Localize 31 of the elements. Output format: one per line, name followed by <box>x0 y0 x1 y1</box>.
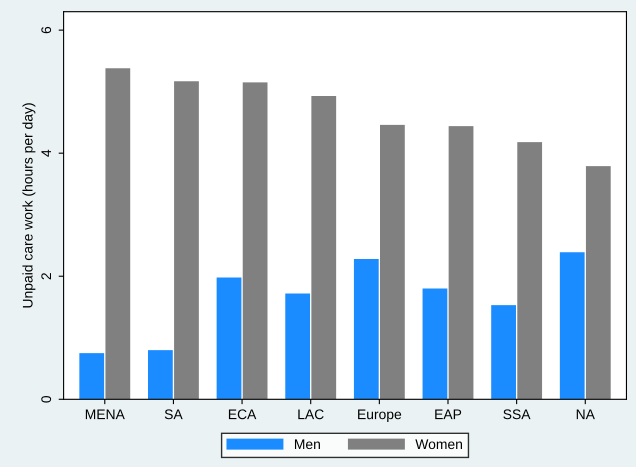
x-tick-label: Europe <box>358 410 402 422</box>
x-tick-label: SA <box>164 409 183 420</box>
y-tick-label: 2 <box>41 273 51 280</box>
bar <box>586 166 611 400</box>
bar <box>105 68 130 400</box>
bar <box>422 288 448 400</box>
y-axis-title: Unpaid care work (hours per day) <box>22 103 36 308</box>
x-tick-label: MENA <box>86 410 125 420</box>
y-tick-label: 4 <box>41 150 51 157</box>
x-tick-label: ECA <box>228 409 256 420</box>
bar <box>380 124 405 400</box>
bar <box>216 277 242 400</box>
bar <box>174 81 199 400</box>
legend-label: Women <box>415 439 462 450</box>
x-tick-label: NA <box>576 410 595 420</box>
x-tick-label: EAP <box>435 410 462 420</box>
bar <box>79 353 104 400</box>
bar <box>517 142 542 400</box>
legend-label: Men <box>294 439 320 450</box>
bar <box>311 96 336 400</box>
x-tick-label: LAC <box>298 409 324 420</box>
bar <box>148 350 173 400</box>
bar <box>448 126 474 400</box>
bar <box>242 82 268 400</box>
bar <box>285 293 310 400</box>
x-tick-label: SSA <box>503 409 530 420</box>
bar <box>560 252 585 400</box>
y-tick-label: 0 <box>41 396 52 403</box>
bar <box>491 305 516 400</box>
bar <box>354 259 379 400</box>
y-tick-label: 6 <box>41 26 52 34</box>
